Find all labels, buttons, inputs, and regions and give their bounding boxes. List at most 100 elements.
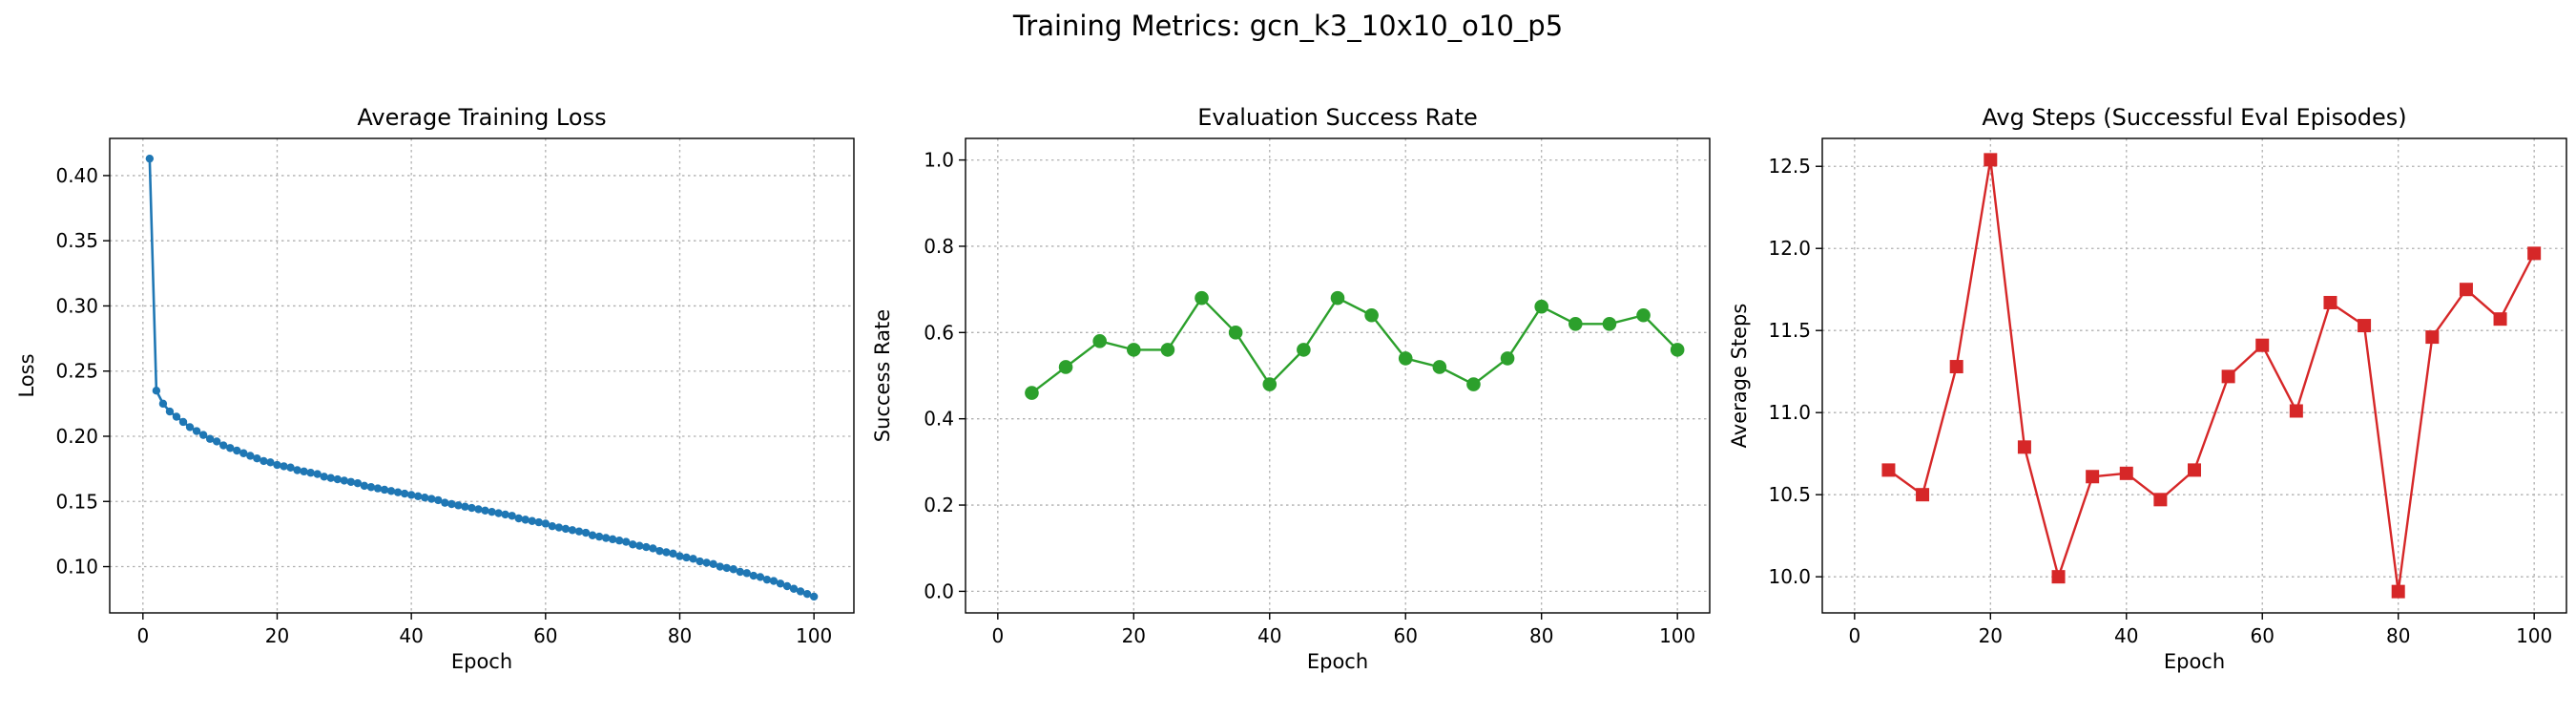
data-point — [192, 427, 201, 435]
data-point — [178, 417, 188, 427]
data-point — [158, 399, 168, 409]
data-point — [649, 544, 657, 553]
data-point — [508, 512, 516, 520]
data-point — [2188, 463, 2201, 477]
y-tick-label: 11.5 — [1768, 319, 1811, 342]
x-tick-label: 40 — [1257, 624, 1281, 647]
data-point — [400, 489, 409, 498]
data-point — [226, 444, 235, 453]
data-point — [434, 495, 443, 505]
data-point — [514, 514, 523, 523]
data-point — [246, 452, 255, 460]
data-point — [488, 507, 496, 516]
data-point — [689, 555, 697, 563]
data-point — [212, 437, 221, 446]
data-point — [360, 481, 369, 491]
data-point — [2051, 570, 2066, 584]
data-point — [2425, 330, 2440, 345]
data-point — [2221, 369, 2235, 384]
x-tick-label: 20 — [265, 624, 289, 647]
data-point — [280, 462, 288, 471]
data-point — [614, 537, 624, 545]
data-point — [273, 460, 281, 470]
data-point — [742, 569, 752, 578]
y-axis-label: Success Rate — [871, 309, 894, 442]
data-point — [185, 423, 195, 432]
data-point — [601, 534, 611, 542]
data-point — [769, 577, 779, 585]
data-point — [1568, 316, 1583, 331]
data-point — [198, 431, 208, 439]
data-point — [561, 524, 571, 534]
data-point — [1916, 488, 1930, 502]
y-tick-label: 0.35 — [55, 229, 98, 252]
chart-title: Average Training Loss — [357, 104, 606, 131]
y-tick-label: 0.8 — [924, 235, 954, 258]
data-point — [1949, 360, 1963, 374]
data-point — [2017, 440, 2031, 454]
data-point — [320, 473, 328, 481]
data-point — [1127, 343, 1141, 357]
y-tick-label: 0.10 — [55, 556, 98, 579]
x-tick-label: 60 — [2251, 624, 2275, 647]
data-point — [326, 474, 335, 482]
series-line — [1887, 158, 2536, 593]
data-point — [172, 412, 181, 421]
x-axis-label: Epoch — [2164, 650, 2225, 673]
data-point — [1228, 326, 1243, 340]
data-point — [749, 571, 758, 580]
y-tick-label: 0.40 — [55, 164, 98, 187]
data-point — [1466, 377, 1481, 391]
data-point — [528, 516, 536, 525]
data-point — [1398, 351, 1413, 366]
figure-suptitle: Training Metrics: gcn_k3_10x10_o10_p5 — [1012, 10, 1563, 42]
data-point — [1602, 316, 1617, 331]
data-point — [253, 454, 261, 463]
data-point — [2493, 312, 2507, 326]
data-point — [635, 541, 644, 550]
data-point — [2527, 246, 2542, 261]
data-point — [1432, 360, 1447, 374]
charts-container: 0 20 40 60 80 1000.100.150.200.250.300.350.40… — [15, 104, 2567, 673]
data-point — [454, 501, 463, 510]
y-tick-label: 0.30 — [55, 294, 98, 317]
data-point — [682, 553, 691, 562]
data-point — [1636, 307, 1651, 323]
data-point — [1534, 299, 1548, 314]
y-axis-label: Average Steps — [1728, 304, 1751, 449]
data-point — [1160, 343, 1175, 357]
data-point — [642, 542, 651, 552]
data-point — [1670, 343, 1685, 357]
data-point — [165, 407, 175, 416]
x-tick-label: 40 — [2114, 624, 2138, 647]
chart-title: Evaluation Success Rate — [1197, 104, 1478, 131]
data-point — [548, 522, 557, 531]
x-tick-label: 60 — [1394, 624, 1418, 647]
y-tick-label: 12.0 — [1768, 237, 1811, 260]
data-point — [481, 506, 489, 516]
data-point — [554, 523, 564, 532]
data-point — [756, 573, 765, 581]
data-point — [474, 505, 483, 514]
x-tick-label: 60 — [533, 624, 557, 647]
data-point — [736, 567, 744, 577]
data-point — [219, 441, 228, 450]
data-point — [1092, 334, 1107, 348]
data-point — [1881, 463, 1896, 477]
data-point — [629, 540, 637, 549]
data-point — [380, 485, 389, 495]
data-point — [266, 458, 275, 467]
data-point — [662, 548, 671, 557]
data-point — [608, 535, 617, 544]
data-point — [2255, 338, 2270, 352]
y-tick-label: 11.0 — [1768, 401, 1811, 424]
x-axis-label: Epoch — [1307, 650, 1368, 673]
data-point — [521, 516, 530, 524]
x-tick-label: 100 — [1659, 624, 1695, 647]
data-point — [594, 532, 604, 541]
y-tick-label: 0.0 — [924, 579, 954, 602]
data-point — [696, 557, 704, 566]
data-point — [574, 527, 584, 536]
y-tick-label: 0.15 — [55, 490, 98, 513]
data-point — [346, 477, 356, 486]
